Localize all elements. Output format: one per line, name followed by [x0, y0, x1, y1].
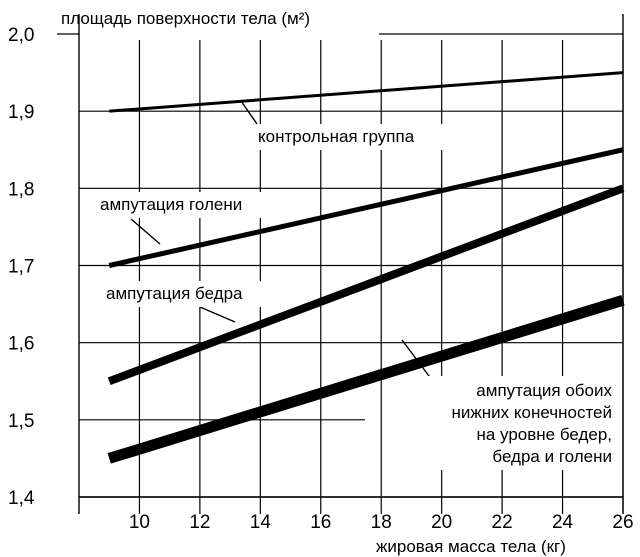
series-line-3	[107, 184, 625, 385]
y-tick-label: 2,0	[8, 25, 34, 46]
x-tick-label: 20	[431, 512, 452, 533]
x-tick-label: 18	[371, 512, 392, 533]
y-tick-label: 1,6	[8, 334, 34, 355]
x-tick-label: 26	[612, 512, 633, 533]
annotation-leader-line	[401, 339, 433, 381]
x-tick-label: 16	[310, 512, 331, 533]
series-line-1	[109, 71, 624, 113]
series-annotation-label: ампутация голени	[100, 195, 242, 214]
series-layer	[107, 71, 625, 464]
y-tick-label: 1,5	[8, 411, 34, 432]
series-line-2	[108, 147, 624, 268]
annotation-leader-line	[130, 218, 161, 245]
annotation-background	[98, 281, 282, 307]
x-tick-label: 12	[189, 512, 210, 533]
annotations: контрольная группа ампутация голени ампута…	[92, 124, 620, 470]
x-tick-label: 10	[129, 512, 150, 533]
y-tick-label: 1,7	[8, 257, 34, 278]
series-annotation-label: ампутация обоих	[476, 381, 612, 400]
x-axis-label: жировая масса тела (кг)	[376, 537, 566, 556]
x-tick-label: 24	[552, 512, 574, 533]
series-annotation-label: бедра и голени	[492, 447, 612, 466]
series-line-4	[107, 294, 625, 464]
annotation-background	[250, 124, 466, 150]
annotation-background	[92, 192, 292, 218]
series-annotation-label: нижних конечностей	[452, 403, 612, 422]
y-tick-label: 1,4	[8, 488, 35, 509]
chart-title: площадь поверхности тела (м²)	[61, 9, 310, 28]
annotation-leaders	[130, 100, 433, 381]
y-tick-label: 1,9	[8, 102, 34, 123]
series-annotation-label: ампутация бедра	[106, 284, 243, 303]
x-tick-label: 14	[250, 512, 272, 533]
annotation-leader-line	[199, 306, 236, 323]
annotation-background	[402, 376, 620, 470]
axes: 1,4 1,5 1,6 1,7 1,8 1,9 2,0 10 12 14 16 18 20 22 24 26	[8, 14, 634, 533]
annotation-leader-line	[240, 100, 258, 125]
series-annotation-label: контрольная группа	[258, 127, 415, 146]
x-tick-label: 22	[492, 512, 513, 533]
series-annotation-label: на уровне бедер,	[476, 425, 612, 444]
y-tick-label: 1,8	[8, 179, 34, 200]
